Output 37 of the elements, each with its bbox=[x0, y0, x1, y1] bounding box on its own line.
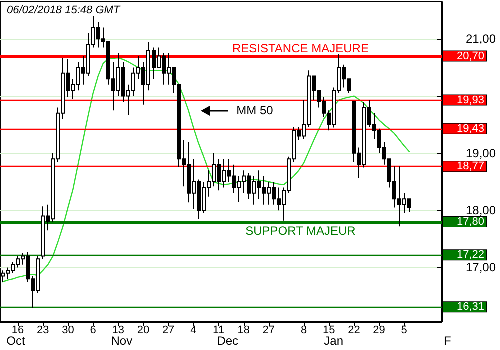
annotation: RESISTANCE MAJEURE bbox=[232, 41, 369, 56]
text: Oct bbox=[6, 334, 26, 348]
x-tick-label: 29 bbox=[373, 324, 386, 336]
ref-line-label: 20,70 bbox=[457, 50, 485, 62]
x-tick-label: 15 bbox=[322, 324, 336, 336]
x-tick-label: 27 bbox=[162, 324, 175, 336]
x-tick-label: 6 bbox=[90, 324, 96, 336]
text: Nov bbox=[111, 334, 133, 348]
x-tick-label: 16 bbox=[12, 324, 24, 336]
y-tick-label: 19,00 bbox=[466, 146, 496, 160]
text: Dec bbox=[217, 334, 239, 348]
x-tick-label: 30 bbox=[62, 324, 74, 336]
annotation: SUPPORT MAJEUR bbox=[246, 224, 356, 238]
x-tick-label: 23 bbox=[37, 324, 50, 336]
x-tick-label: 4 bbox=[190, 324, 197, 336]
ref-line-label: 19,93 bbox=[457, 94, 485, 106]
x-tick-label: 13 bbox=[112, 324, 125, 336]
text: Jan bbox=[324, 334, 344, 348]
y-tick-label: 17,00 bbox=[466, 260, 496, 275]
x-tick-label: 8 bbox=[300, 324, 308, 336]
annotation: MM 50 bbox=[236, 104, 274, 118]
ref-line-label: 17,22 bbox=[457, 249, 485, 262]
x-tick-label: 22 bbox=[348, 324, 360, 336]
ref-line-label: 18,77 bbox=[457, 160, 485, 173]
ref-line-label: 19,43 bbox=[457, 122, 485, 135]
ref-line-label: 17,80 bbox=[457, 216, 485, 228]
line-series bbox=[2, 57, 410, 283]
x-tick-label: 5 bbox=[401, 324, 408, 336]
chart-title: 06/02/2018 15:48 GMT bbox=[7, 4, 122, 16]
x-tick-label: 11 bbox=[213, 324, 224, 336]
x-tick-label: 18 bbox=[238, 324, 250, 336]
y-tick-label: 21,00 bbox=[466, 32, 496, 46]
x-tick-label: 27 bbox=[262, 324, 276, 336]
ref-line-label: 16,31 bbox=[457, 301, 485, 314]
y-tick-label: 18,00 bbox=[466, 204, 496, 218]
text: F bbox=[444, 334, 452, 348]
x-tick-label: 20 bbox=[137, 324, 150, 336]
